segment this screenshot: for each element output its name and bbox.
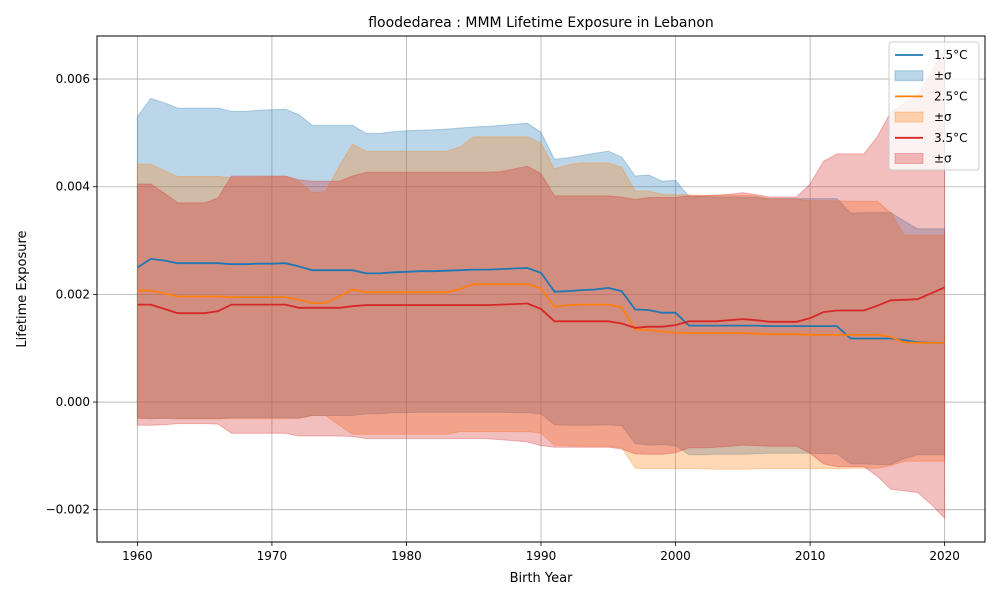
legend-label: ±σ (934, 110, 952, 124)
x-tick-label: 2020 (929, 549, 960, 563)
y-tick-label: 0.004 (56, 180, 90, 194)
y-axis: −0.002 0.000 0.002 0.004 0.006 (46, 72, 97, 517)
x-axis-label: Birth Year (510, 571, 574, 586)
band-3 (136, 47, 946, 520)
x-tick-label: 1970 (257, 549, 288, 563)
legend-band-swatch (894, 153, 924, 164)
x-tick-label: 1960 (122, 549, 153, 563)
legend-band-swatch (894, 70, 924, 82)
series-lines (136, 257, 945, 344)
y-tick-label: 0.006 (56, 72, 90, 86)
x-axis: 1960 1970 1980 1990 2000 2010 2020 (122, 542, 960, 563)
x-tick-label: 2010 (795, 549, 826, 563)
legend-label: ±σ (934, 69, 952, 83)
grid (97, 36, 985, 542)
y-tick-label: 0.000 (56, 395, 90, 409)
legend: 1.5°C ±σ 2.5°C ±σ 3.5°C ±σ (888, 41, 980, 171)
y-tick-label: 0.002 (56, 287, 90, 301)
uncertainty-bands (136, 47, 946, 520)
x-tick-label: 2000 (660, 549, 691, 563)
band-2 (136, 136, 946, 470)
series-line-3 (137, 286, 945, 329)
band-1 (136, 97, 946, 465)
x-tick-label: 1980 (391, 549, 422, 563)
legend-label: 2.5°C (934, 89, 967, 103)
legend-label: 1.5°C (934, 48, 967, 62)
x-tick-label: 1990 (526, 549, 557, 563)
series-line-2 (137, 283, 945, 344)
legend-label: 3.5°C (934, 131, 967, 145)
series-line-1 (136, 257, 945, 344)
legend-band-swatch (894, 111, 924, 123)
chart-title: floodedarea : MMM Lifetime Exposure in L… (368, 15, 714, 31)
y-axis-label: Lifetime Exposure (15, 230, 30, 347)
legend-label: ±σ (934, 152, 952, 166)
y-tick-label: −0.002 (46, 503, 90, 517)
